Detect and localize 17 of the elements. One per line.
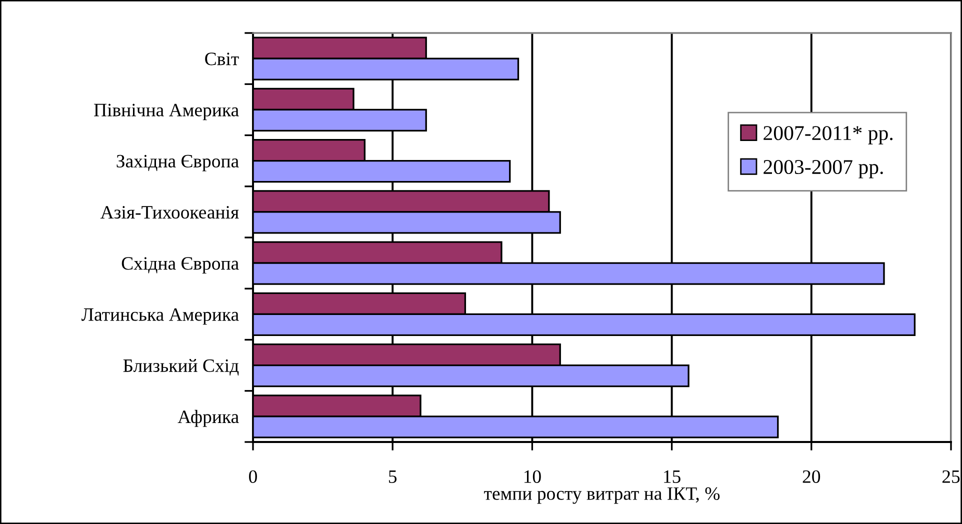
y-tick-label: Світ — [205, 52, 239, 66]
y-tick-label: Північна Америка — [94, 104, 239, 120]
x-tick-label: 5 — [389, 470, 397, 483]
x-tick-label: 0 — [249, 470, 257, 483]
legend-label: 2003-2007 рр. — [764, 160, 883, 178]
x-tick-label: 10 — [524, 470, 541, 483]
y-tick-label: Африка — [178, 410, 239, 427]
y-tick-label: Західна Європа — [116, 154, 239, 172]
y-tick-label: Близький Схід — [123, 358, 239, 376]
y-tick-label: Східна Європа — [122, 257, 239, 274]
x-tick-label: 20 — [802, 470, 820, 483]
x-tick-label: 15 — [664, 470, 680, 483]
x-tick-label: 25 — [942, 470, 960, 483]
x-axis-title: темпи росту витрат на ІКТ, % — [484, 487, 720, 504]
y-tick-label: Азія-Тихоокеанія — [100, 206, 239, 219]
y-tick-label: Латинська Америка — [81, 308, 239, 325]
legend-label: 2007-2011* рр. — [764, 126, 893, 144]
